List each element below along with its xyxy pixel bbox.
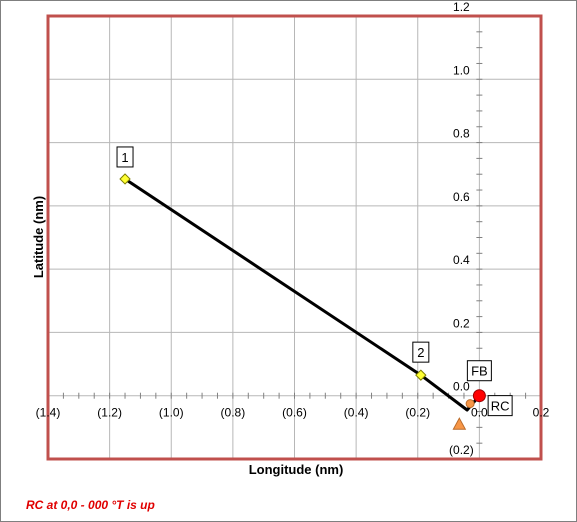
y-tick-label: (0.2) [449, 443, 474, 457]
x-tick-label: 0.2 [533, 406, 550, 420]
y-tick-label: 0.6 [453, 190, 470, 204]
tick-labels: (1.4) (1.2) (1.0) (0.8) (0.6) (0.4) (0.2) 0.0 0.… [36, 0, 550, 457]
point-2-marker [415, 369, 427, 381]
x-tick-label: (1.0) [159, 406, 184, 420]
point-fb-label-box [466, 360, 492, 382]
x-tick-label: (1.2) [97, 406, 122, 420]
x-tick-label: (0.6) [282, 406, 307, 420]
y-tick-label: 1.0 [453, 63, 470, 77]
y-axis-title: Latitude (nm) [31, 196, 46, 278]
y-tick-label: 0.4 [453, 253, 470, 267]
x-tick-label: (1.4) [36, 406, 61, 420]
x-tick-label: 0.0 [471, 406, 488, 420]
point-2-label-box [412, 341, 430, 363]
point-1-marker [119, 173, 131, 185]
y-tick-label: 1.2 [453, 0, 470, 14]
point-1-label: 1 [121, 150, 128, 165]
point-rc-label: RC [491, 399, 510, 414]
y-tick-label: 0.0 [453, 380, 470, 394]
point-labels: 1 2 FB RC [116, 146, 513, 417]
x-tick-label: (0.4) [344, 406, 369, 420]
point-2-label: 2 [417, 345, 424, 360]
x-axis-title: Longitude (nm) [249, 462, 344, 477]
y-tick-label: 0.8 [453, 127, 470, 141]
footnote: RC at 0,0 - 000 °T is up [26, 498, 155, 512]
x-tick-label: (0.2) [405, 406, 430, 420]
markers [119, 173, 486, 430]
point-rc-marker [465, 399, 475, 409]
point-fb-label: FB [471, 364, 488, 379]
point-fb-marker [472, 389, 486, 403]
triangle-marker [452, 417, 467, 430]
plot-border [46, 14, 543, 461]
y-tick-label: 0.2 [453, 316, 470, 330]
point-1-label-box [116, 146, 134, 168]
x-tick-label: (0.8) [221, 406, 246, 420]
point-rc-label-box [487, 395, 513, 417]
